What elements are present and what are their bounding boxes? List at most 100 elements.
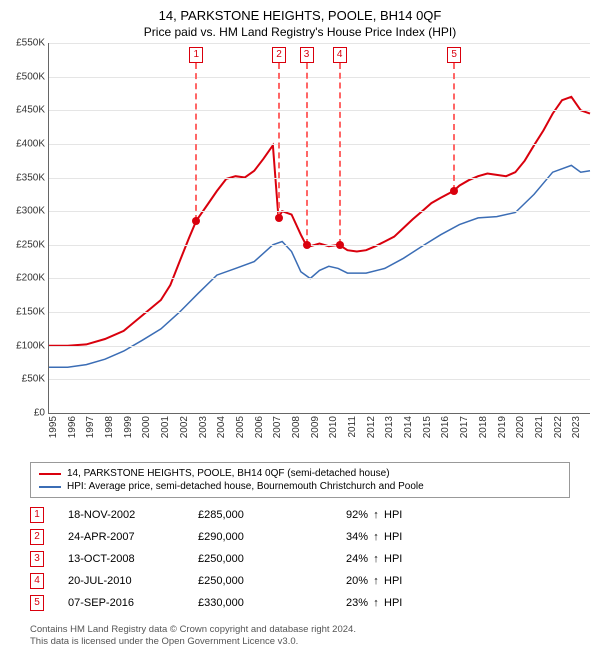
ytick-label: £550K bbox=[1, 38, 45, 49]
sales-row-pct: 20% bbox=[308, 575, 368, 587]
gridline bbox=[49, 312, 590, 313]
sales-row-marker: 2 bbox=[30, 529, 44, 545]
xtick-label: 2022 bbox=[553, 416, 564, 438]
sales-row-date: 24-APR-2007 bbox=[68, 531, 198, 543]
footer-line2: This data is licensed under the Open Gov… bbox=[30, 636, 570, 648]
sale-dot bbox=[275, 214, 283, 222]
sales-row-price: £285,000 bbox=[198, 509, 308, 521]
ytick-label: £250K bbox=[1, 239, 45, 250]
sales-row-marker: 3 bbox=[30, 551, 44, 567]
sales-row-price: £250,000 bbox=[198, 575, 308, 587]
sale-marker-box: 3 bbox=[300, 47, 314, 63]
ytick-label: £400K bbox=[1, 138, 45, 149]
arrow-up-icon: ↑ bbox=[368, 553, 384, 565]
sale-marker-box: 1 bbox=[189, 47, 203, 63]
ytick-label: £150K bbox=[1, 307, 45, 318]
chart-x-axis: 1995199619971998199920002001200220032004… bbox=[48, 414, 590, 454]
arrow-up-icon: ↑ bbox=[368, 509, 384, 521]
xtick-label: 1995 bbox=[48, 416, 59, 438]
xtick-label: 2010 bbox=[328, 416, 339, 438]
ytick-label: £200K bbox=[1, 273, 45, 284]
sales-row-hpi: HPI bbox=[384, 553, 570, 565]
chart-lines-svg bbox=[49, 43, 590, 413]
sale-dot bbox=[303, 241, 311, 249]
sales-row-date: 20-JUL-2010 bbox=[68, 575, 198, 587]
legend-swatch-property bbox=[39, 473, 61, 475]
sales-row: 5 07-SEP-2016£330,00023%↑HPI bbox=[30, 592, 570, 614]
gridline bbox=[49, 178, 590, 179]
gridline bbox=[49, 278, 590, 279]
sale-marker-line bbox=[339, 63, 341, 245]
gridline bbox=[49, 245, 590, 246]
sale-marker-line bbox=[453, 63, 455, 191]
sales-row-marker: 5 bbox=[30, 595, 44, 611]
legend-label-property: 14, PARKSTONE HEIGHTS, POOLE, BH14 0QF (… bbox=[67, 468, 390, 479]
xtick-label: 2016 bbox=[440, 416, 451, 438]
sale-marker-line bbox=[278, 63, 280, 218]
gridline bbox=[49, 379, 590, 380]
ytick-label: £450K bbox=[1, 105, 45, 116]
xtick-label: 2009 bbox=[310, 416, 321, 438]
arrow-up-icon: ↑ bbox=[368, 575, 384, 587]
xtick-label: 2021 bbox=[534, 416, 545, 438]
sales-row-pct: 23% bbox=[308, 597, 368, 609]
ytick-label: £100K bbox=[1, 340, 45, 351]
sale-dot bbox=[192, 217, 200, 225]
xtick-label: 2006 bbox=[254, 416, 265, 438]
sales-row-date: 07-SEP-2016 bbox=[68, 597, 198, 609]
sales-row-price: £250,000 bbox=[198, 553, 308, 565]
xtick-label: 2007 bbox=[272, 416, 283, 438]
page-subtitle: Price paid vs. HM Land Registry's House … bbox=[0, 23, 600, 43]
ytick-label: £500K bbox=[1, 71, 45, 82]
sales-row-hpi: HPI bbox=[384, 509, 570, 521]
xtick-label: 2008 bbox=[291, 416, 302, 438]
sales-row-price: £330,000 bbox=[198, 597, 308, 609]
page-title: 14, PARKSTONE HEIGHTS, POOLE, BH14 0QF bbox=[0, 0, 600, 23]
xtick-label: 2004 bbox=[216, 416, 227, 438]
arrow-up-icon: ↑ bbox=[368, 597, 384, 609]
footer-line1: Contains HM Land Registry data © Crown c… bbox=[30, 624, 570, 636]
sales-row-pct: 24% bbox=[308, 553, 368, 565]
ytick-label: £0 bbox=[1, 408, 45, 419]
xtick-label: 2013 bbox=[384, 416, 395, 438]
legend-label-hpi: HPI: Average price, semi-detached house,… bbox=[67, 481, 424, 492]
xtick-label: 2019 bbox=[497, 416, 508, 438]
footer: Contains HM Land Registry data © Crown c… bbox=[30, 624, 570, 649]
legend-item-property: 14, PARKSTONE HEIGHTS, POOLE, BH14 0QF (… bbox=[39, 467, 561, 480]
gridline bbox=[49, 144, 590, 145]
sales-row-date: 13-OCT-2008 bbox=[68, 553, 198, 565]
sales-row-hpi: HPI bbox=[384, 575, 570, 587]
sales-row-hpi: HPI bbox=[384, 531, 570, 543]
gridline bbox=[49, 346, 590, 347]
xtick-label: 2012 bbox=[366, 416, 377, 438]
series-hpi bbox=[49, 165, 590, 367]
xtick-label: 2003 bbox=[198, 416, 209, 438]
xtick-label: 2002 bbox=[179, 416, 190, 438]
sales-row: 3 13-OCT-2008£250,00024%↑HPI bbox=[30, 548, 570, 570]
ytick-label: £50K bbox=[1, 374, 45, 385]
legend-swatch-hpi bbox=[39, 486, 61, 488]
gridline bbox=[49, 77, 590, 78]
xtick-label: 1999 bbox=[123, 416, 134, 438]
sales-row-hpi: HPI bbox=[384, 597, 570, 609]
xtick-label: 2001 bbox=[160, 416, 171, 438]
xtick-label: 2020 bbox=[515, 416, 526, 438]
legend: 14, PARKSTONE HEIGHTS, POOLE, BH14 0QF (… bbox=[30, 462, 570, 498]
series-property bbox=[49, 97, 590, 346]
sales-row-price: £290,000 bbox=[198, 531, 308, 543]
xtick-label: 2000 bbox=[141, 416, 152, 438]
sale-marker-line bbox=[306, 63, 308, 245]
sales-row-pct: 34% bbox=[308, 531, 368, 543]
ytick-label: £350K bbox=[1, 172, 45, 183]
xtick-label: 2005 bbox=[235, 416, 246, 438]
xtick-label: 2018 bbox=[478, 416, 489, 438]
xtick-label: 1997 bbox=[85, 416, 96, 438]
sales-table: 118-NOV-2002£285,00092%↑HPI224-APR-2007£… bbox=[30, 504, 570, 614]
chart-container: 14, PARKSTONE HEIGHTS, POOLE, BH14 0QF P… bbox=[0, 0, 600, 650]
ytick-label: £300K bbox=[1, 206, 45, 217]
sale-marker-box: 2 bbox=[272, 47, 286, 63]
gridline bbox=[49, 211, 590, 212]
sales-row-marker: 1 bbox=[30, 507, 44, 523]
gridline bbox=[49, 110, 590, 111]
sales-row: 224-APR-2007£290,00034%↑HPI bbox=[30, 526, 570, 548]
